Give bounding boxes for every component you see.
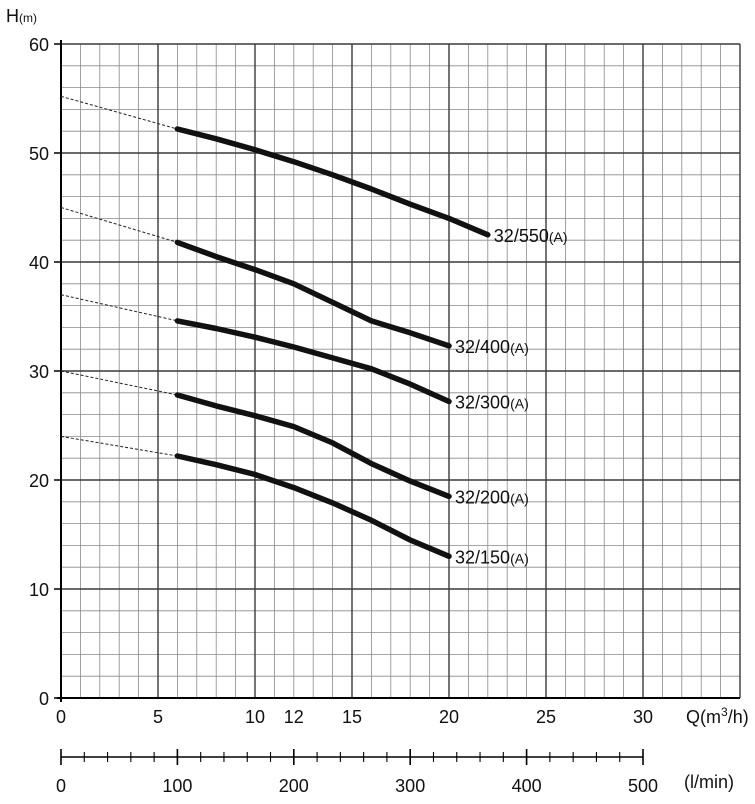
x-tick-label-lmin: 100 xyxy=(162,776,192,796)
series-label-32-150: 32/150(A) xyxy=(455,547,529,567)
series-label-name: 32/150 xyxy=(455,547,510,567)
series-label-name: 32/400 xyxy=(455,337,510,357)
x-axis-label-m3h-main: Q(m xyxy=(686,707,721,727)
curve-32-550 xyxy=(174,126,491,238)
x-tick-label-m3h: 25 xyxy=(536,707,556,727)
y-tick-label: 30 xyxy=(29,362,49,382)
x-tick-label-m3h: 5 xyxy=(153,707,163,727)
x-axis-label-lmin: (l/min) xyxy=(684,772,734,792)
x-tick-label-lmin: 300 xyxy=(395,776,425,796)
x-tick-label-lmin: 0 xyxy=(56,776,66,796)
y-tick-label: 10 xyxy=(29,580,49,600)
major-grid xyxy=(60,43,741,699)
y-tick-label: 40 xyxy=(29,253,49,273)
curves xyxy=(60,95,491,560)
x-tick-label-lmin: 400 xyxy=(512,776,542,796)
x-axis-label-m3h-sup: 3 xyxy=(721,705,728,719)
y-tick-label: 50 xyxy=(29,144,49,164)
series-label-32-550: 32/550(A) xyxy=(494,226,568,246)
axes xyxy=(54,40,740,765)
x-tick-label-m3h: 15 xyxy=(342,707,362,727)
y-tick-label: 0 xyxy=(39,689,49,709)
series-label-suffix: (A) xyxy=(510,550,529,566)
curve-dashed-32-400 xyxy=(60,207,178,243)
x-tick-label-lmin: 200 xyxy=(279,776,309,796)
x-axis-label-m3h-end: /h) xyxy=(728,707,749,727)
series-label-suffix: (A) xyxy=(510,490,529,506)
series-label-32-300: 32/300(A) xyxy=(455,393,529,413)
series-label-suffix: (A) xyxy=(549,229,568,245)
curve-dashed-32-550 xyxy=(60,95,178,130)
y-axis-label-main: H xyxy=(6,6,19,26)
x-tick-label-m3h: 0 xyxy=(56,707,66,727)
series-label-suffix: (A) xyxy=(510,340,529,356)
curve-32-150 xyxy=(174,453,452,560)
series-label-suffix: (A) xyxy=(510,396,529,412)
x-tick-label-m3h: 30 xyxy=(633,707,653,727)
y-tick-label: 60 xyxy=(29,35,49,55)
x-tick-label-lmin: 500 xyxy=(628,776,658,796)
series-label-32-400: 32/400(A) xyxy=(455,337,529,357)
y-axis-label-unit: (m) xyxy=(19,11,37,25)
x-tick-label-m3h: 10 xyxy=(245,707,265,727)
series-label-name: 32/550 xyxy=(494,226,549,246)
y-tick-label: 20 xyxy=(29,471,49,491)
curve-32-300 xyxy=(174,318,452,405)
series-label-32-200: 32/200(A) xyxy=(455,487,529,507)
y-axis-label: H(m) xyxy=(6,6,37,26)
series-label-name: 32/300 xyxy=(455,393,510,413)
x-axis-label-m3h: Q(m3/h) xyxy=(686,705,749,727)
curve-32-400 xyxy=(174,239,452,349)
series-label-name: 32/200 xyxy=(455,487,510,507)
curve-32-200 xyxy=(174,392,452,500)
x-tick-label-m3h: 20 xyxy=(439,707,459,727)
x-tick-label-m3h: 12 xyxy=(284,707,304,727)
